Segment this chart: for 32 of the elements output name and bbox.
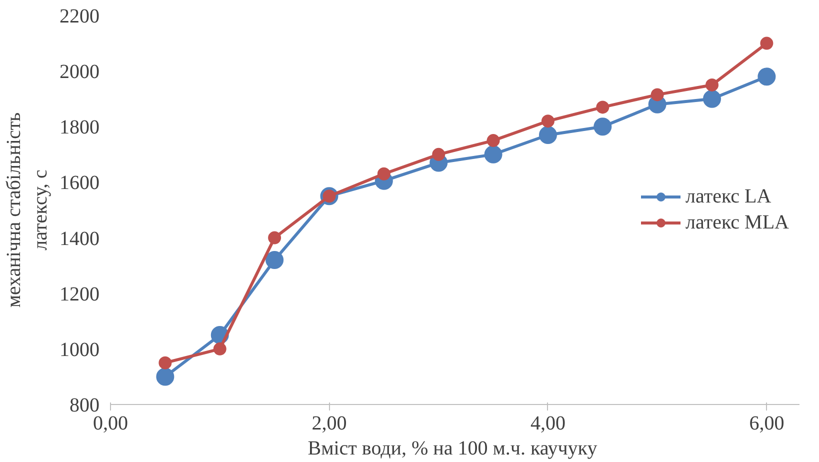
y-tick-label: 2200 — [60, 6, 100, 28]
point — [760, 36, 774, 50]
point — [706, 78, 719, 92]
y-tick-label: 1600 — [60, 172, 100, 194]
point — [213, 342, 226, 356]
y-tick-label: 1800 — [60, 116, 100, 139]
point — [484, 145, 502, 164]
y-tick-label: 1400 — [60, 228, 100, 250]
point — [703, 90, 722, 108]
x-tick-label: 4,00 — [530, 412, 566, 434]
y-tick-label: 2000 — [60, 61, 100, 84]
legend-label: латекс LA — [686, 185, 772, 208]
point — [432, 148, 446, 161]
point — [538, 126, 557, 144]
y-tick-label: 1200 — [60, 283, 100, 306]
point — [377, 167, 390, 180]
point — [650, 88, 664, 102]
point — [541, 114, 554, 128]
point — [594, 118, 612, 136]
y-axis-title: механічна стабільність латексу, с — [3, 112, 52, 308]
point — [758, 68, 776, 86]
point — [268, 231, 282, 244]
point — [596, 100, 610, 114]
point — [266, 251, 284, 269]
x-tick-label: 6,00 — [749, 412, 784, 434]
point — [156, 368, 174, 386]
point — [158, 356, 172, 370]
x-axis-title: Вміст води, % на 100 м.ч. каучуку — [308, 438, 598, 460]
point — [486, 134, 500, 148]
y-tick-label: 1000 — [60, 338, 100, 361]
x-tick-label: 2,00 — [312, 412, 347, 434]
legend-label: латекс MLA — [686, 211, 789, 234]
